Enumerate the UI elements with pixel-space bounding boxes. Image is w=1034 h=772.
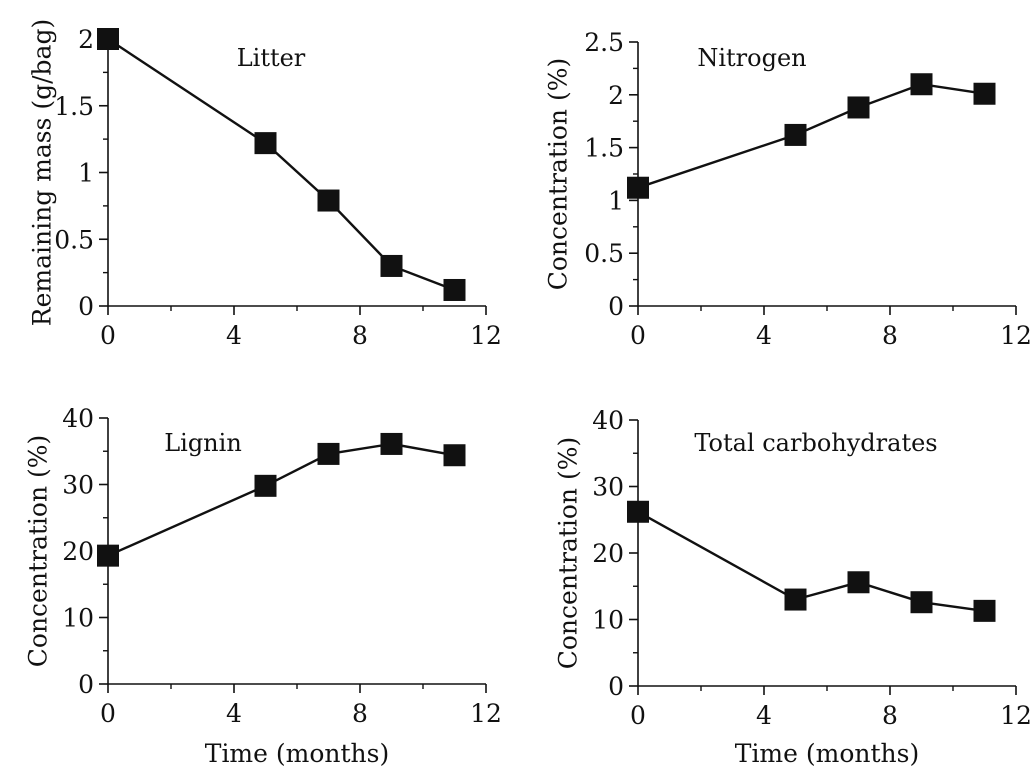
x-tick-label: 12 [1000,321,1032,350]
y-tick-label: 40 [592,406,624,435]
data-point-marker [784,123,807,146]
data-point-marker [910,73,933,96]
data-point-marker [380,254,403,277]
y-tick-label: 0 [78,670,94,699]
y-tick-label: 30 [592,473,624,502]
y-axis-label: Concentration (%) [24,435,53,667]
y-tick-label: 20 [62,537,94,566]
chart-panel-1: 0 0.5 1 1.5 2 0 4 8 12 Litter Remaining mass (g/ba… [28,19,502,350]
y-tick-label: 2 [78,25,94,54]
panel-title: Total carbohydrates [694,429,937,457]
panel-title: Litter [237,44,306,72]
data-point-marker [910,591,933,614]
data-point-marker [847,571,870,594]
data-point-marker [847,96,870,119]
data-point-marker [97,28,119,50]
data-point-marker [380,432,403,455]
y-tick-label: 40 [62,404,94,433]
x-axis-label: Time (months) [735,739,919,768]
series-line [107,442,455,557]
y-tick-label: 30 [62,471,94,500]
series-line [637,510,985,613]
y-tick-label: 1 [608,186,624,215]
x-tick-label: 12 [470,699,502,728]
x-tick-label: 8 [352,321,368,350]
y-axis-label: Remaining mass (g/bag) [28,19,57,326]
y-axis-label: Concentration (%) [554,437,583,669]
data-point-marker [443,278,466,301]
data-point-marker [627,176,649,199]
y-axis-label: Concentration (%) [544,58,573,290]
data-point-marker [254,474,277,497]
series-line [107,37,455,292]
y-tick-label: 10 [592,606,624,635]
data-point-marker [317,442,340,465]
y-tick-label: 1.5 [54,92,94,121]
data-point-marker [973,82,996,105]
chart-panel-4: 0 10 20 30 40 0 4 8 12 Total carbohydrates Concent… [554,406,1032,768]
x-tick-label: 4 [756,321,772,350]
x-tick-label: 8 [352,699,368,728]
x-tick-label: 0 [100,699,116,728]
y-tick-label: 1.5 [584,134,624,163]
chart-panel-3: 0 10 20 30 40 0 4 8 12 Lignin Concentration (%) Tim… [24,404,502,768]
x-tick-label: 0 [100,321,116,350]
chart-panel-2: 0 0.5 1 1.5 2 2.5 0 4 8 12 Nitrogen Concentration (… [544,28,1032,350]
y-tick-label: 10 [62,604,94,633]
x-tick-label: 4 [226,321,242,350]
x-tick-label: 8 [882,321,898,350]
x-tick-label: 12 [470,321,502,350]
data-point-marker [784,588,807,611]
panel-title: Lignin [164,429,242,457]
y-tick-label: 0.5 [584,239,624,268]
data-point-marker [317,189,340,212]
data-point-marker [627,500,649,523]
data-point-marker [254,132,277,155]
panel-title: Nitrogen [697,44,806,72]
data-point-marker [97,544,119,567]
y-tick-label: 20 [592,539,624,568]
data-point-marker [973,599,996,622]
x-tick-label: 4 [756,701,772,730]
y-tick-label: 1 [78,159,94,188]
data-point-marker [443,444,466,467]
x-tick-label: 12 [1000,701,1032,730]
x-tick-label: 8 [882,701,898,730]
y-tick-label: 0.5 [54,225,94,254]
x-tick-label: 0 [630,321,646,350]
x-axis-label: Time (months) [205,739,389,768]
y-tick-label: 2 [608,81,624,110]
series-line [637,82,985,189]
y-tick-label: 0 [608,672,624,701]
x-tick-label: 0 [630,701,646,730]
y-tick-label: 0 [78,292,94,321]
y-tick-label: 0 [608,292,624,321]
x-tick-label: 4 [226,699,242,728]
y-tick-label: 2.5 [584,28,624,57]
